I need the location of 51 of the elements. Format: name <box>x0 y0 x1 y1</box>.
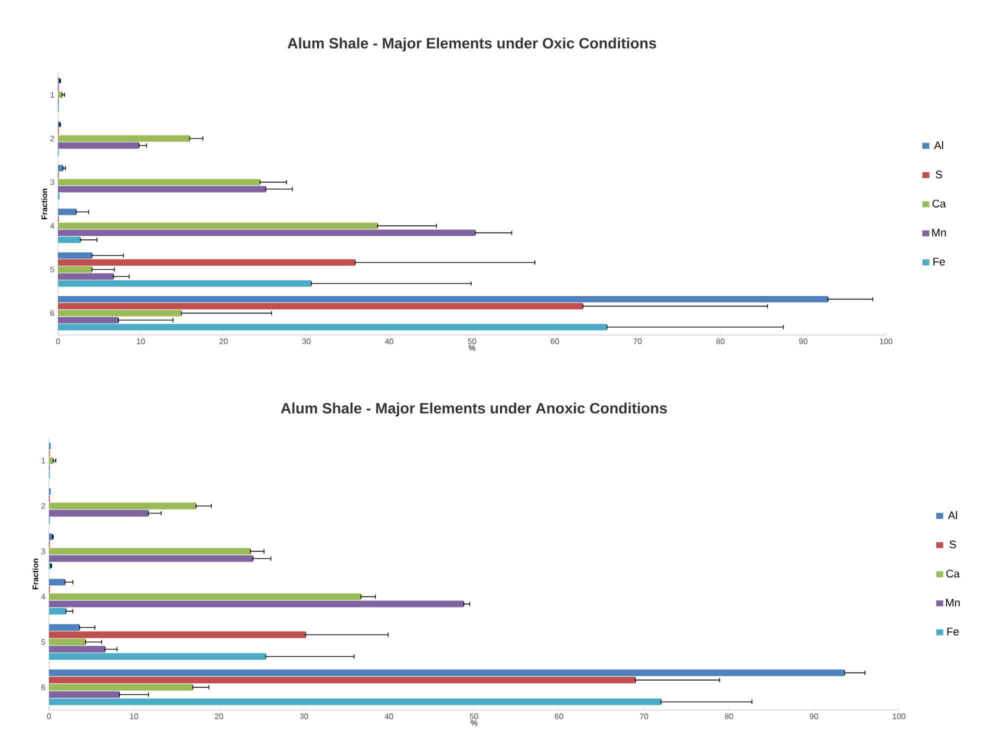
bar <box>49 608 66 615</box>
legend-label: Al <box>948 511 957 520</box>
legend-label: Mn <box>946 598 960 606</box>
bar <box>49 555 254 562</box>
legend-label: Ca <box>946 570 960 578</box>
bar <box>58 208 76 216</box>
bar <box>58 310 182 316</box>
legend-label: Al <box>934 141 944 150</box>
bar <box>49 502 196 510</box>
chart-title: Alum Shale - Major Elements under Anoxic Conditions <box>280 402 667 416</box>
bar <box>49 676 636 684</box>
bar <box>49 631 306 638</box>
bar <box>58 316 118 324</box>
bar <box>49 646 106 653</box>
legend-label: Fe <box>933 258 945 266</box>
bar <box>49 698 662 706</box>
bar <box>58 273 114 280</box>
bar <box>58 178 260 186</box>
bar <box>58 142 140 149</box>
bar <box>58 302 583 310</box>
bar <box>49 624 80 631</box>
legend-label: S <box>936 170 942 178</box>
legend-label: Ca <box>932 200 946 208</box>
bar <box>58 186 266 192</box>
bar <box>58 266 92 273</box>
bar <box>58 135 190 142</box>
bar <box>49 684 193 691</box>
bar <box>58 252 92 259</box>
bar <box>49 600 464 608</box>
bar <box>49 653 266 660</box>
bar <box>49 510 148 517</box>
bar <box>58 324 607 330</box>
legend-label: S <box>950 540 956 548</box>
bar <box>49 593 361 600</box>
chart-title: Alum Shale - Major Elements under Oxic Conditions <box>288 38 656 52</box>
bar <box>58 259 356 266</box>
bar <box>49 578 66 586</box>
bar <box>58 280 312 287</box>
bar <box>58 222 378 230</box>
bar <box>58 296 828 302</box>
bar <box>58 92 62 98</box>
bar <box>58 230 476 236</box>
bar <box>49 638 86 646</box>
bar <box>49 457 54 464</box>
legend-label: Mn <box>932 228 946 236</box>
bar <box>49 669 845 676</box>
bar <box>49 548 250 555</box>
bar <box>58 164 63 172</box>
legend-label: Fe <box>947 628 959 636</box>
bar <box>49 691 120 698</box>
bar <box>58 236 80 244</box>
